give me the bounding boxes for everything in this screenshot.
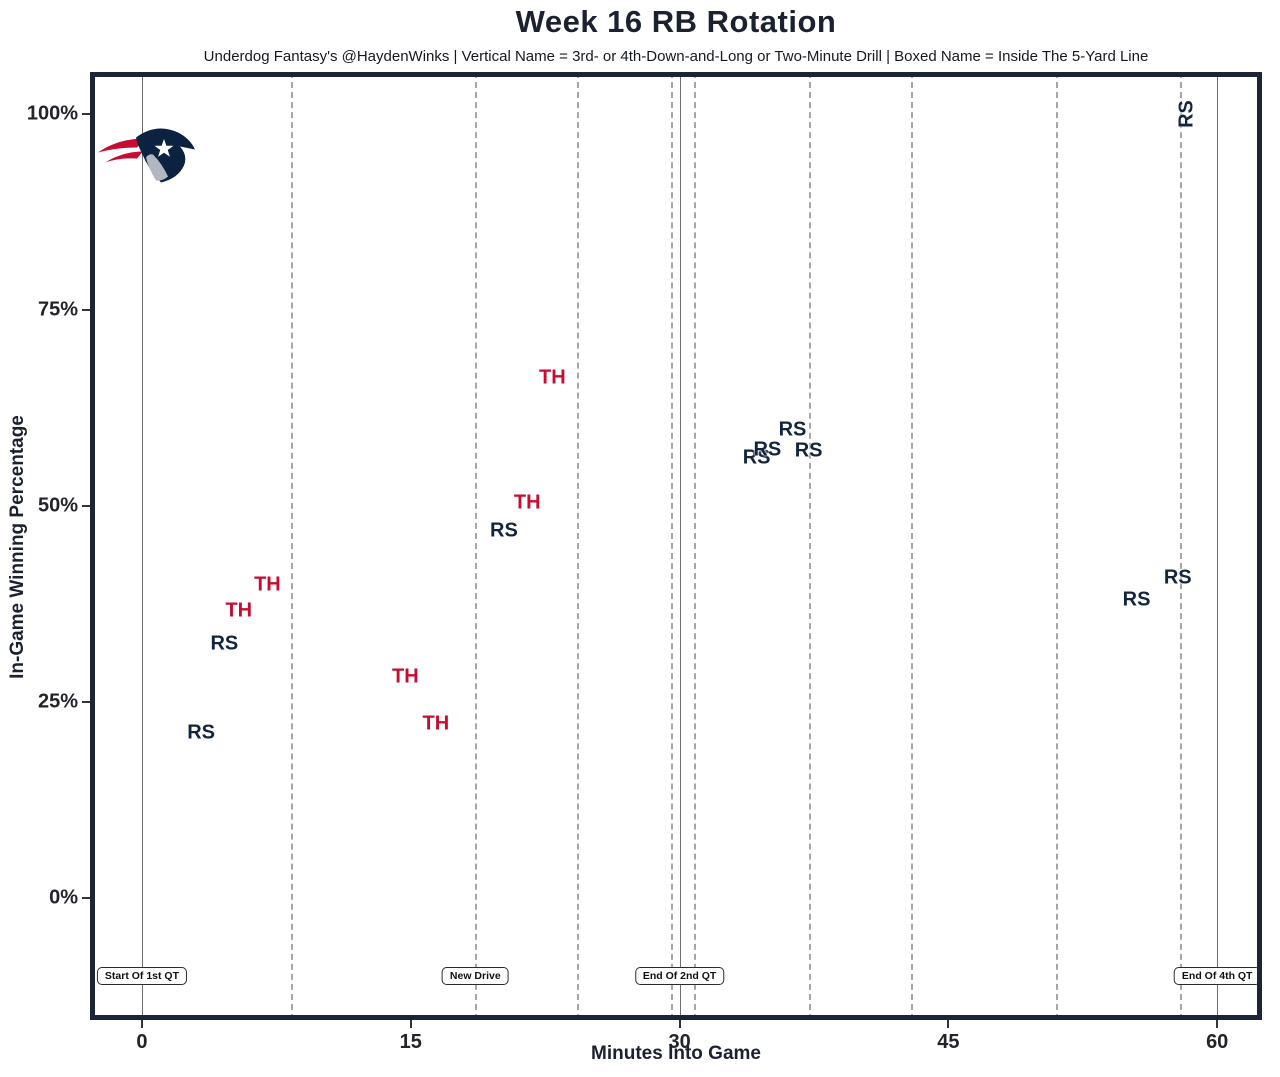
quarter-line — [1217, 72, 1219, 1020]
x-tick-mark — [1216, 1020, 1219, 1028]
quarter-line — [679, 72, 681, 1020]
chart-title: Week 16 RB Rotation — [515, 4, 837, 39]
drive-start-gridline — [577, 72, 580, 1020]
data-point-label-rs: RS — [490, 519, 518, 542]
y-tick-mark — [82, 504, 90, 507]
data-point-label-th: TH — [539, 366, 566, 389]
data-point-label-th: TH — [392, 665, 419, 688]
quarter-line — [141, 72, 143, 1020]
drive-start-gridline — [670, 72, 673, 1020]
x-tick-label: 0 — [136, 1031, 148, 1053]
y-tick-label: 25% — [37, 690, 78, 713]
data-point-label-rs: RS — [778, 418, 807, 441]
data-point-label-rs: RS — [794, 439, 823, 462]
x-axis-label: Minutes Into Game — [591, 1043, 761, 1064]
drive-start-gridline — [1179, 72, 1182, 1020]
data-point-label-rs: RS — [187, 721, 215, 744]
drive-start-gridline — [808, 72, 811, 1020]
drive-start-gridline — [1055, 72, 1058, 1020]
y-tick-label: 100% — [26, 102, 78, 125]
x-tick-label: 60 — [1206, 1031, 1229, 1053]
y-tick-label: 0% — [49, 886, 78, 909]
data-point-label-th: TH — [422, 712, 450, 735]
y-tick-mark — [82, 700, 90, 703]
y-tick-label: 50% — [37, 494, 78, 517]
x-tick-mark — [947, 1020, 950, 1028]
x-tick-mark — [678, 1020, 681, 1028]
y-tick-mark — [82, 112, 90, 115]
drive-start-gridline — [693, 72, 696, 1020]
data-point-label-rs: RS — [1122, 588, 1151, 611]
data-point-label-th: TH — [513, 491, 541, 514]
data-point-label-rs: RS — [1163, 566, 1192, 589]
annotation-box: New Drive — [441, 967, 509, 986]
y-tick-label: 75% — [37, 298, 78, 321]
x-tick-label: 15 — [399, 1031, 422, 1053]
x-tick-mark — [140, 1020, 143, 1028]
annotation-box: End Of 4th QT — [1173, 967, 1261, 986]
chart-subtitle: Underdog Fantasy's @HaydenWinks | Vertic… — [203, 48, 1149, 65]
drive-start-gridline — [290, 72, 293, 1020]
data-point-label-rs: RS — [210, 632, 239, 655]
annotation-box: End Of 2nd QT — [634, 967, 725, 986]
y-tick-mark — [82, 896, 90, 899]
y-tick-mark — [82, 308, 90, 311]
x-tick-label: 30 — [668, 1031, 691, 1053]
annotation-box: Start Of 1st QT — [96, 967, 188, 986]
drive-start-gridline — [910, 72, 913, 1020]
plot-area: 0 15 30 45 60 0% 25% 50% 75% 100% RS RS RS RS RS RS RS RS… — [27, 72, 1262, 1053]
drive-start-gridline — [475, 72, 478, 1020]
data-point-label-th: TH — [225, 599, 253, 622]
y-axis-label: In-Game Winning Percentage — [7, 415, 28, 679]
data-point-label-rs: RS — [742, 446, 771, 469]
x-tick-label: 45 — [937, 1031, 960, 1053]
data-point-label-rs: RS — [1175, 100, 1198, 129]
new-england-patriots-logo-icon — [97, 128, 195, 183]
data-point-label-th: TH — [254, 573, 281, 596]
data-point-label-rs: RS — [753, 438, 782, 461]
plot-border — [90, 72, 1262, 1020]
x-tick-mark — [409, 1020, 412, 1028]
